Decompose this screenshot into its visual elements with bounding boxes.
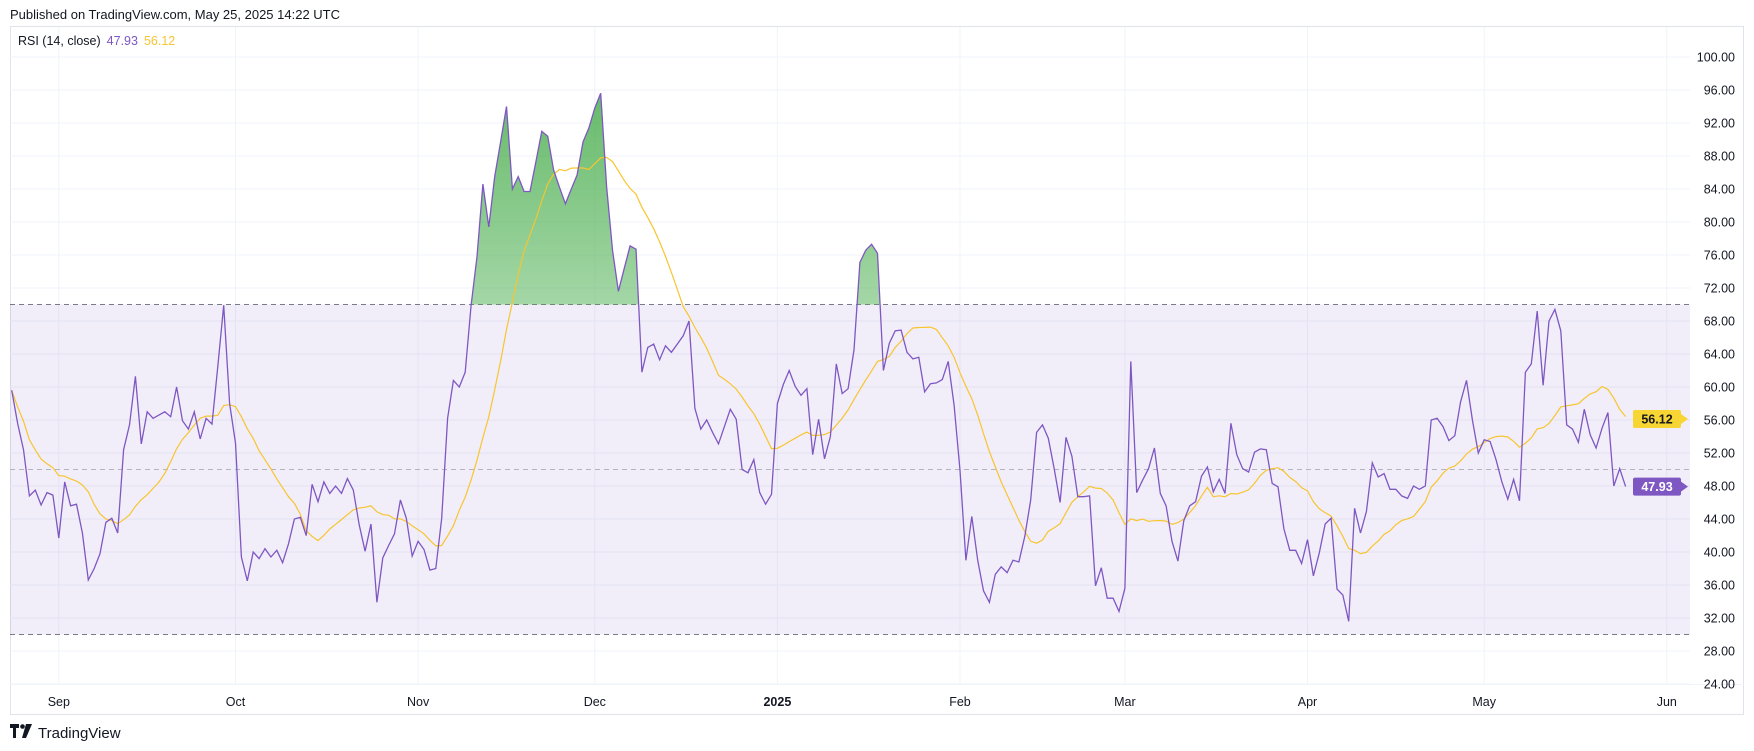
y-tick-label: 36.00: [1704, 579, 1735, 593]
ma-last-value-badge: 56.12: [1633, 410, 1688, 429]
chart-frame: [10, 26, 1744, 715]
x-tick-label: Feb: [949, 695, 971, 709]
ma-value: 56.12: [143, 34, 176, 48]
rsi-last-value-badge: 47.93: [1633, 477, 1688, 496]
y-tick-label: 80.00: [1704, 216, 1735, 230]
grid: [10, 27, 1690, 685]
x-tick-label: May: [1472, 695, 1496, 709]
ma-last-value-badge-text: 56.12: [1641, 413, 1672, 427]
y-tick-label: 52.00: [1704, 447, 1735, 461]
rsi-line: [11, 93, 1627, 622]
y-tick-label: 72.00: [1704, 282, 1735, 296]
y-tick-label: 68.00: [1704, 315, 1735, 329]
y-tick-label: 24.00: [1704, 678, 1735, 692]
x-tick-label: Oct: [226, 695, 246, 709]
tradingview-brand: TradingView: [38, 724, 121, 742]
y-tick-label: 96.00: [1704, 84, 1735, 98]
y-tick-label: 28.00: [1704, 645, 1735, 659]
y-tick-label: 88.00: [1704, 150, 1735, 164]
x-tick-label: Nov: [407, 695, 430, 709]
time-axis[interactable]: Sep Oct Nov Dec 2025 Feb Mar Apr May Jun: [48, 695, 1677, 709]
y-tick-label: 76.00: [1704, 249, 1735, 263]
indicator-legend[interactable]: RSI (14, close) 47.93 56.12: [18, 34, 175, 48]
x-tick-label: Sep: [48, 695, 70, 709]
y-tick-label: 100.00: [1697, 51, 1735, 65]
rsi-last-value-badge-text: 47.93: [1641, 480, 1672, 494]
rsi-last-value-badge-pointer: [1681, 481, 1688, 492]
y-tick-label: 44.00: [1704, 513, 1735, 527]
last-value-badges: 56.12 47.93: [1633, 410, 1688, 496]
y-tick-label: 60.00: [1704, 381, 1735, 395]
x-tick-label: Mar: [1114, 695, 1136, 709]
x-tick-label: Apr: [1298, 695, 1317, 709]
rsi-ma-line: [11, 156, 1627, 555]
y-tick-label: 84.00: [1704, 183, 1735, 197]
published-caption: Published on TradingView.com, May 25, 20…: [10, 7, 341, 22]
y-tick-label: 32.00: [1704, 612, 1735, 626]
y-tick-label: 40.00: [1704, 546, 1735, 560]
y-tick-label: 92.00: [1704, 117, 1735, 131]
indicator-name: RSI (14, close): [18, 34, 101, 48]
x-tick-label: Jun: [1657, 695, 1677, 709]
y-tick-label: 64.00: [1704, 348, 1735, 362]
rsi-value: 47.93: [106, 34, 138, 48]
y-tick-label: 56.00: [1704, 414, 1735, 428]
x-tick-label: 2025: [763, 695, 791, 709]
y-tick-label: 48.00: [1704, 480, 1735, 494]
x-tick-label: Dec: [584, 695, 606, 709]
ma-last-value-badge-pointer: [1681, 414, 1688, 425]
price-axis[interactable]: 100.00 96.00 92.00 88.00 84.00 80.00 76.00 72.0…: [1697, 51, 1735, 692]
footer: TradingView: [10, 724, 121, 742]
tradingview-logo-icon: [10, 724, 32, 742]
